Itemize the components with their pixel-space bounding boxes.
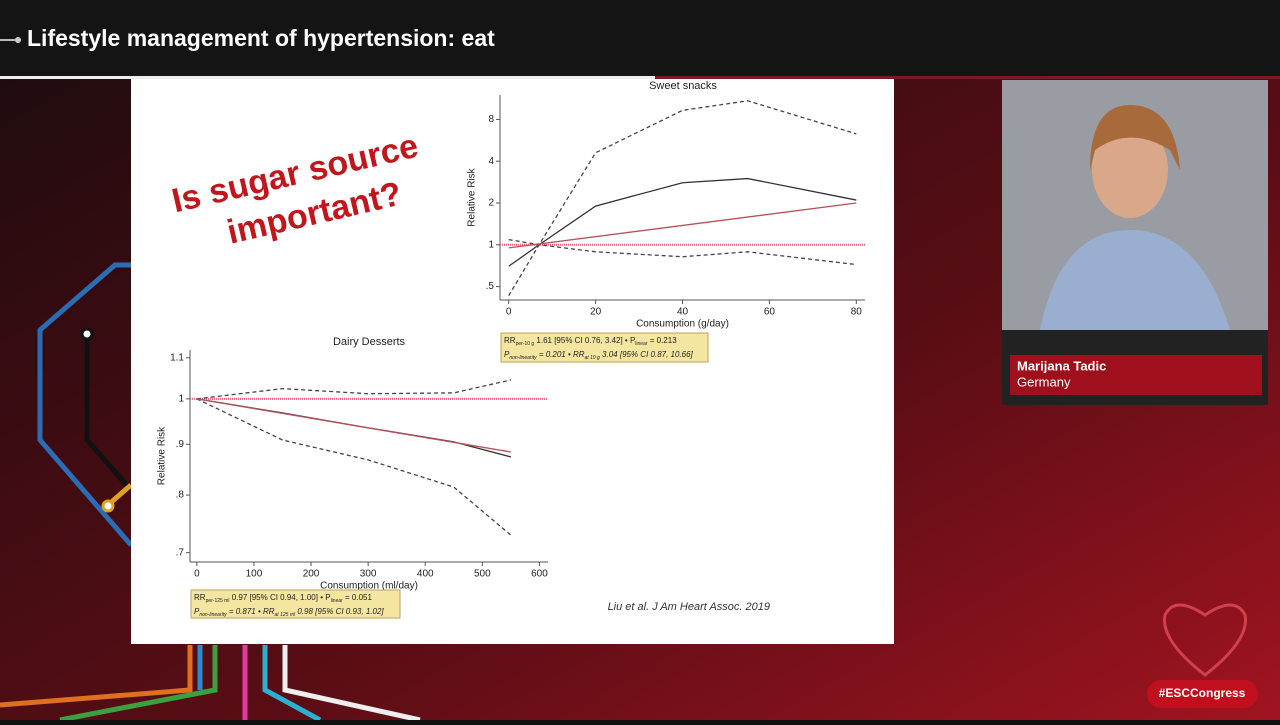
stats-part: = 0.051 (343, 593, 373, 602)
header-bar (0, 0, 1280, 76)
trend-line (508, 202, 857, 249)
stats-part: at 125 ml (275, 612, 296, 618)
stats-part: non-linearity (509, 355, 537, 361)
stats-part: = 0.871 • RR (227, 607, 275, 616)
header-title: Lifestyle management of hypertension: ea… (27, 25, 495, 51)
y-tick-label: 1 (178, 394, 184, 405)
stats-part: P (504, 350, 510, 359)
curve (508, 177, 857, 267)
stats-part: linear (635, 341, 648, 347)
x-tick-label: 400 (417, 569, 434, 580)
curve (508, 100, 857, 296)
x-tick-label: 0 (194, 569, 200, 580)
x-tick-label: 0 (506, 307, 512, 318)
speaker-name: Marijana Tadic (1017, 358, 1106, 373)
stats-part: RR (194, 593, 206, 602)
x-tick-label: 200 (303, 569, 320, 580)
stats-part: linear (331, 598, 344, 604)
stats-line: RRper-10 g 1.61 [95% CI 0.76, 3.42] • Pl… (504, 336, 677, 347)
y-tick-label: 1 (488, 239, 494, 250)
stats-part: non-linearity (199, 612, 227, 618)
logo (1163, 603, 1247, 677)
speaker-head (1092, 122, 1168, 218)
stats-part: 1.61 [95% CI 0.76, 3.42] • P (534, 336, 635, 345)
y-axis-label: Relative Risk (157, 426, 168, 485)
x-tick-label: 100 (246, 569, 263, 580)
x-tick-label: 60 (764, 307, 776, 318)
curve (196, 398, 512, 536)
stats-part: 0.97 [95% CI 0.94, 1.00] • P (229, 593, 330, 602)
trend-line (196, 398, 511, 453)
x-tick-label: 20 (590, 307, 602, 318)
speaker-country: Germany (1017, 374, 1071, 389)
metro-stop (80, 327, 94, 341)
chart-title: Sweet snacks (649, 80, 717, 92)
x-tick-label: 300 (360, 569, 377, 580)
y-tick-label: 4 (488, 156, 494, 167)
x-axis-label: Consumption (ml/day) (320, 581, 418, 592)
header-rule (655, 76, 1280, 79)
stats-box (190, 589, 401, 619)
x-tick-label: 500 (474, 569, 491, 580)
speaker-body (1040, 230, 1230, 330)
stats-part: 3.04 [95% CI 0.87, 10.66] (600, 350, 694, 359)
y-tick-label: .5 (486, 281, 495, 292)
x-tick-label: 80 (851, 307, 863, 318)
stats-part: per-10 g (516, 341, 535, 347)
y-tick-label: .8 (176, 490, 185, 501)
stats-line: Pnon-linearity = 0.201 • RRat 10 g 3.04 … (504, 350, 694, 361)
y-tick-label: 1.1 (170, 352, 184, 363)
stats-line: Pnon-linearity = 0.871 • RRat 125 ml 0.9… (194, 607, 384, 618)
stats-part: = 0.201 • RR (537, 350, 585, 359)
stats-part: at 10 g (585, 355, 601, 361)
chart-title: Dairy Desserts (333, 336, 406, 348)
x-tick-label: 40 (677, 307, 689, 318)
speaker-hair (1090, 105, 1180, 170)
stats-part: P (194, 607, 200, 616)
stats-line: RRper-125 ml 0.97 [95% CI 0.94, 1.00] • … (194, 593, 372, 604)
metro-decoration (0, 262, 421, 723)
y-tick-label: 8 (488, 114, 494, 125)
y-tick-label: 2 (488, 198, 494, 209)
stats-box (500, 332, 709, 363)
y-tick-label: .9 (176, 439, 185, 450)
citation: Liu et al. J Am Heart Assoc. 2019 (608, 601, 770, 613)
stats-part: RR (504, 336, 516, 345)
metro-stop (101, 499, 115, 513)
stats-part: = 0.213 (648, 336, 678, 345)
x-tick-label: 600 (531, 569, 548, 580)
y-axis-label: Relative Risk (467, 167, 478, 226)
stats-part: per-125 ml (206, 598, 230, 604)
header-rule (0, 76, 655, 79)
hashtag[interactable]: #ESCCongress (1159, 686, 1246, 700)
curve (196, 379, 512, 400)
stats-part: 0.98 [95% CI 0.93, 1.02] (295, 607, 384, 616)
y-tick-label: .7 (176, 547, 185, 558)
x-axis-label: Consumption (g/day) (636, 319, 729, 330)
hashtag-pill[interactable] (1147, 680, 1258, 708)
name-box (1010, 355, 1262, 395)
header-deco (15, 37, 21, 43)
